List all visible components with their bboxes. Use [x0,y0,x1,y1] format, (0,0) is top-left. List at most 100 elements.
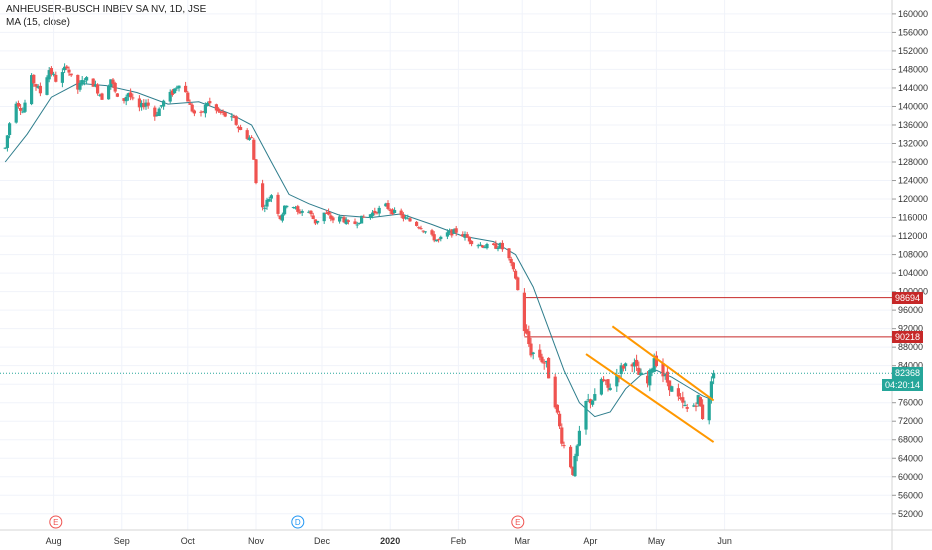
y-tick-label: 76000 [898,398,923,408]
candle-down [525,329,529,334]
candle-up [485,243,489,249]
candle-down [65,66,69,69]
candle-down [362,216,366,218]
candle-down [529,343,533,356]
candle-up [404,217,408,219]
candle-down [342,217,346,223]
candle-down [375,212,379,214]
candle-up [159,105,163,107]
candle-up [263,207,267,209]
candle-down [604,380,608,382]
candle-up [707,398,711,421]
candle-up [652,358,656,372]
candle-down [470,240,474,245]
y-tick-label: 104000 [898,268,928,278]
candle-down [278,215,282,220]
indicator-legend: MA (15, close) [6,17,70,28]
candle-down [542,362,546,364]
candle-down [527,331,531,345]
candle-down [654,355,658,367]
candle-down [146,102,150,106]
candle-down [199,111,203,113]
candle-down [67,69,71,73]
candle-up [368,214,372,219]
candle-down [694,405,698,407]
candle-down [399,210,403,216]
candle-down [415,221,419,226]
candle-up [63,66,67,71]
candle-up [285,205,289,208]
candle-up [599,379,603,395]
candle-up [175,87,179,89]
candle-up [98,94,102,96]
candle-up [300,211,304,213]
candle-down [329,215,333,219]
x-tick-label: Jun [717,536,732,546]
candle-up [265,199,269,207]
candle-down [252,139,256,160]
moving-average-line [4,82,714,418]
candle-up [360,215,364,224]
candle-up [692,405,696,407]
candle-up [683,404,687,406]
candle-down [621,365,625,369]
event-label: E [53,518,58,527]
channel-line-2 [585,353,715,443]
candle-down [76,74,80,90]
y-tick-label: 140000 [898,101,928,111]
candle-up [21,111,25,113]
candle-down [668,380,672,391]
candle-down [509,258,513,264]
y-tick-label: 96000 [898,305,923,315]
candle-up [14,103,18,123]
candle-up [696,395,700,404]
candle-up [344,219,348,225]
candle-down [571,466,575,475]
candle-down [261,183,265,208]
candle-down [296,206,300,212]
level-badge-98694: 98694 [891,291,923,304]
y-tick-label: 124000 [898,176,928,186]
event-marker-e: E [49,515,63,529]
candle-down [38,85,42,94]
candle-up [445,232,449,237]
candle-up [463,234,467,238]
candle-down [122,98,126,101]
candle-down [661,362,665,377]
x-tick-label: May [648,536,666,546]
candle-up [498,242,502,249]
candle-up [712,373,716,379]
candle-up [267,199,271,202]
candle-up [670,386,674,392]
candle-down [516,277,520,291]
candles [3,63,716,477]
candle-down [236,126,240,129]
candle-up [377,207,381,214]
y-tick-label: 112000 [898,231,927,241]
candle-down [388,209,392,211]
x-tick-label: Mar [514,536,530,546]
time-axis[interactable]: AugSepOctNovDec2020FebMarAprMayJunJul [0,536,732,546]
candle-down [298,212,302,214]
candle-down [432,234,436,241]
candle-up [85,77,89,81]
last-price-badge: 82368 [891,367,923,380]
candle-down [324,212,328,214]
candle-up [575,445,579,457]
ma-15-line [4,82,714,418]
y-tick-label: 52000 [898,509,923,519]
candle-up [93,84,97,87]
candle-up [406,218,410,220]
y-tick-label: 100000 [898,287,928,297]
candle-up [357,222,361,224]
price-axis[interactable]: 5200056000600006400068000720007600080000… [892,9,928,519]
candle-up [162,100,166,107]
y-tick-label: 60000 [898,472,923,482]
candle-up [294,207,298,209]
trend-channel[interactable] [585,325,715,443]
candle-up [82,81,86,83]
candle-down [91,78,95,87]
candle-up [322,212,326,222]
